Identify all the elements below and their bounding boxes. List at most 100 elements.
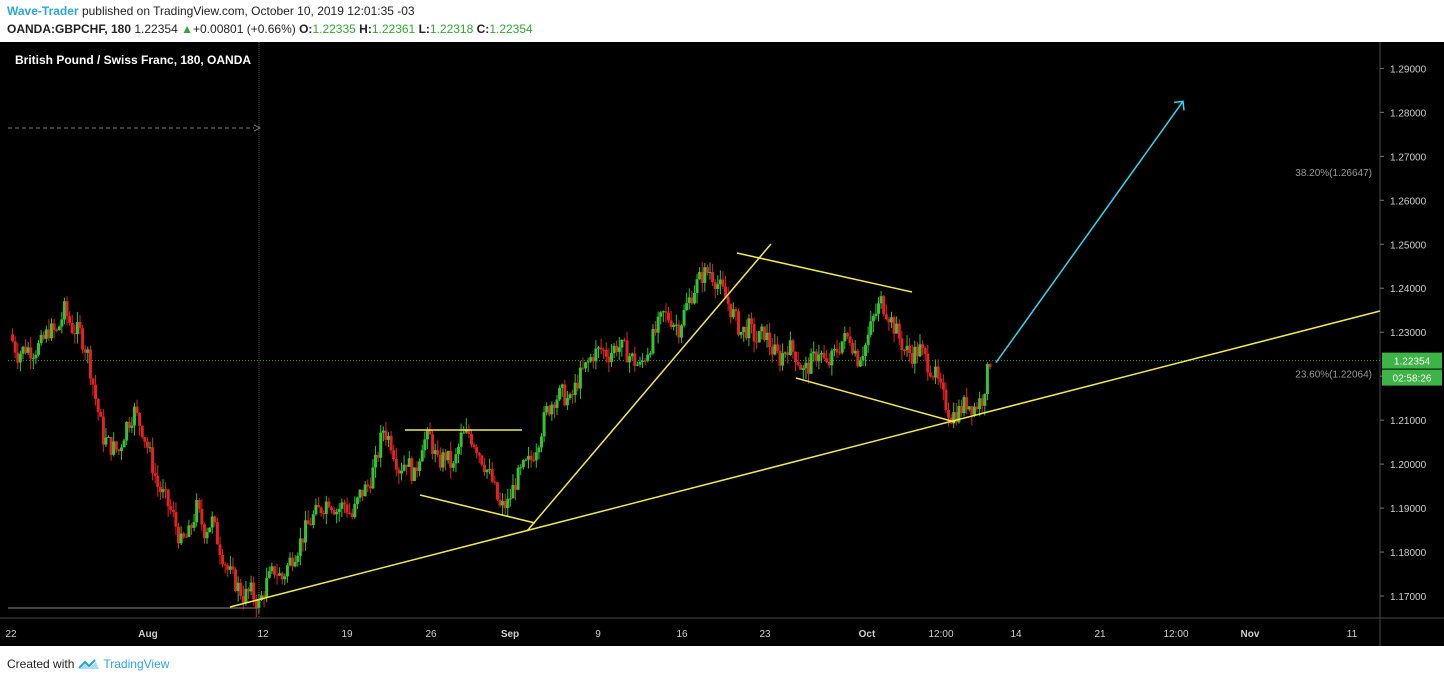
candle-body <box>615 345 619 352</box>
candle-body <box>563 384 567 406</box>
candle-body <box>459 432 463 447</box>
author-link[interactable]: Wave-Trader <box>7 4 79 18</box>
symbol-info: OANDA:GBPCHF, 180 1.22354 ▲+0.00801 (+0.… <box>7 22 533 36</box>
candle-body <box>485 469 489 473</box>
candle-body <box>247 588 251 592</box>
price-chart[interactable]: 1.29000 1.28000 1.27000 1.26000 1.25000 1.240… <box>0 42 1444 648</box>
candle-body <box>947 410 951 418</box>
candle-body <box>571 394 575 396</box>
candle-body <box>177 526 181 544</box>
candle-body <box>257 599 261 608</box>
candle-body <box>114 441 118 450</box>
candle-body <box>415 467 419 471</box>
candle-body <box>472 444 476 448</box>
candle-body <box>335 512 339 515</box>
candle-body <box>874 313 878 317</box>
candle-body <box>355 497 359 505</box>
candle-body <box>301 538 305 543</box>
candle-body <box>970 406 974 415</box>
candle-body <box>628 356 632 363</box>
last-price: 1.22354 <box>134 22 178 36</box>
candle-body <box>804 362 808 369</box>
symbol-label: OANDA:GBPCHF, 180 <box>7 22 132 36</box>
candle-body <box>879 296 883 304</box>
candle-body <box>239 582 243 597</box>
candle-body <box>832 348 836 351</box>
time-tick-label: 12:00 <box>1163 629 1188 640</box>
candle-body <box>368 486 372 489</box>
candle-body <box>384 430 388 440</box>
candle-body <box>578 367 582 389</box>
current-price-badge <box>1382 352 1442 369</box>
candle-body <box>192 522 196 528</box>
candle-body <box>755 341 759 343</box>
candle-body <box>49 323 53 339</box>
candle-body <box>749 318 753 325</box>
candle-body <box>851 342 855 354</box>
candle-body <box>55 330 59 332</box>
tradingview-link[interactable]: TradingView <box>103 657 170 671</box>
candle-body <box>542 412 546 437</box>
candle-body <box>581 367 585 369</box>
candle-body <box>965 397 969 410</box>
price-tick-label: 1.28000 <box>1390 108 1427 119</box>
candle-body <box>270 566 274 572</box>
high-label: H: <box>359 22 372 36</box>
candle-body <box>353 504 357 517</box>
candle-body <box>218 544 222 556</box>
candle-body <box>801 368 805 370</box>
candle-body <box>75 322 79 335</box>
candle-body <box>140 425 144 438</box>
candle-body <box>586 361 590 363</box>
candle-body <box>555 399 559 408</box>
candle-body <box>107 437 111 439</box>
candle-body <box>433 450 437 454</box>
candle-body <box>503 500 507 509</box>
candle-body <box>265 577 269 598</box>
candle-body <box>296 555 300 562</box>
candle-body <box>285 565 289 577</box>
candle-body <box>423 439 427 451</box>
candle-body <box>840 341 844 353</box>
wedge-top-line <box>736 252 913 293</box>
candle-body <box>980 398 984 406</box>
candle-body <box>646 354 650 361</box>
time-tick-label: 11 <box>1347 629 1358 640</box>
candle-body <box>923 348 927 354</box>
projection-arrow <box>995 100 1184 364</box>
candle-body <box>760 326 764 332</box>
candle-body <box>692 293 696 304</box>
candle-body <box>532 460 536 462</box>
candle-body <box>498 499 502 506</box>
candle-body <box>184 536 188 538</box>
candle-body <box>402 464 406 471</box>
candle-body <box>202 524 206 539</box>
candle-body <box>145 441 149 448</box>
up-arrow-icon: ▲ <box>181 22 193 36</box>
candle-body <box>856 350 860 367</box>
candle-body <box>794 351 798 362</box>
candle-body <box>213 516 217 523</box>
candle-body <box>641 360 645 363</box>
time-tick-label: 19 <box>341 629 353 640</box>
candle-body <box>166 489 170 507</box>
candle-body <box>78 322 82 329</box>
main-support-trendline <box>229 310 1381 608</box>
candle-body <box>775 344 779 351</box>
candle-body <box>234 569 238 592</box>
candle-body <box>902 350 906 352</box>
candle-body <box>480 455 484 465</box>
candle-body <box>622 339 626 341</box>
candle-body <box>552 404 556 408</box>
candle-body <box>197 500 201 509</box>
candle-body <box>348 512 352 514</box>
candle-body <box>182 533 186 537</box>
candle-body <box>350 513 354 517</box>
candle-body <box>967 406 971 410</box>
candle-body <box>918 344 922 357</box>
candle-body <box>514 484 518 490</box>
time-tick-label: 21 <box>1094 629 1106 640</box>
candle-body <box>329 507 333 510</box>
candle-body <box>661 311 665 313</box>
chart-title: British Pound / Swiss Franc, 180, OANDA <box>15 53 251 67</box>
